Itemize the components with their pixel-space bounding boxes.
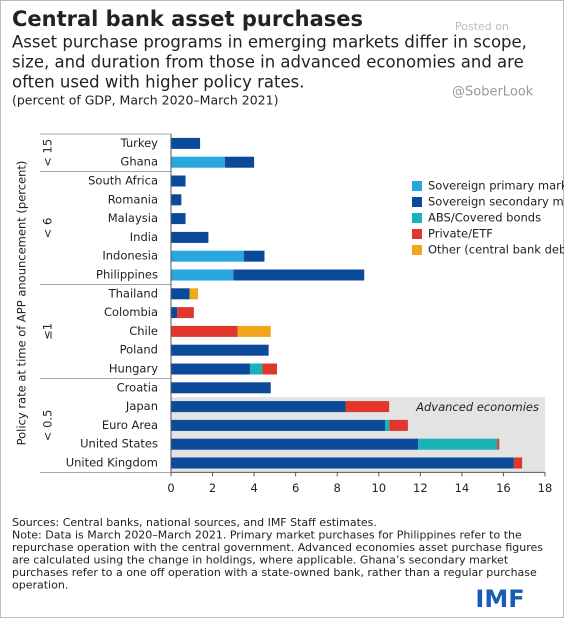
group-label: < 6 <box>41 218 55 239</box>
note: Note: Data is March 2020–March 2021. Pri… <box>12 529 522 542</box>
subtitle: size, and duration from those in advance… <box>12 53 524 72</box>
group-label: ≤1 <box>41 323 55 340</box>
bar-segment <box>171 325 238 337</box>
y-tick-label: India <box>130 230 158 244</box>
y-tick-label: Hungary <box>109 362 158 376</box>
x-tick-label: 18 <box>538 481 553 495</box>
bar-segment <box>171 457 514 469</box>
legend-swatch <box>412 213 422 223</box>
y-tick-label: Colombia <box>104 305 158 319</box>
subtitle: Asset purchase programs in emerging mark… <box>12 33 527 52</box>
y-tick-label: Euro Area <box>102 418 158 432</box>
y-tick-label: South Africa <box>88 174 158 188</box>
bar-segment <box>171 307 178 319</box>
bar-segment <box>233 269 365 281</box>
y-tick-label: Malaysia <box>108 211 158 225</box>
bar-segment <box>171 250 244 262</box>
x-tick-label: 0 <box>167 481 174 495</box>
unit: (percent of GDP, March 2020–March 2021) <box>12 93 278 108</box>
bar-segment <box>249 363 263 375</box>
bar-segment <box>171 288 190 300</box>
y-tick-label: Chile <box>129 324 158 338</box>
bar-segment <box>171 419 386 431</box>
bar-segment <box>171 213 186 225</box>
y-tick-label: United States <box>80 437 158 451</box>
legend-label: Sovereign secondary market <box>428 195 564 209</box>
y-tick-label: Indonesia <box>102 249 158 263</box>
watermark: Posted on <box>455 20 509 33</box>
x-tick-label: 2 <box>209 481 216 495</box>
bar-segment <box>171 438 419 450</box>
bar-segment <box>262 363 277 375</box>
x-tick-label: 16 <box>496 481 511 495</box>
bar-segment <box>171 401 346 413</box>
bar-segment <box>237 325 271 337</box>
bar-segment <box>171 382 271 394</box>
y-tick-label: Croatia <box>117 380 158 394</box>
y-axis-title: Policy rate at time of APP anouncement (… <box>15 161 29 446</box>
bar-segment <box>177 307 194 319</box>
bar-segment <box>513 457 523 469</box>
chart-title: Central bank asset purchases <box>12 7 363 31</box>
legend-swatch <box>412 245 422 255</box>
subtitle: often used with higher policy rates. <box>12 73 304 92</box>
legend-swatch <box>412 197 422 207</box>
x-tick-label: 8 <box>334 481 341 495</box>
legend-label: Sovereign primary market <box>428 179 564 193</box>
bar-segment <box>171 175 186 187</box>
x-tick-label: 4 <box>250 481 257 495</box>
group-label: < 0.5 <box>41 410 55 442</box>
legend-swatch <box>412 181 422 191</box>
legend-label: ABS/Covered bonds <box>428 211 541 225</box>
x-tick-label: 6 <box>292 481 299 495</box>
watermark: @SoberLook <box>452 85 534 100</box>
bar-segment <box>225 156 255 168</box>
y-tick-label: Thailand <box>108 286 158 300</box>
bar-segment <box>171 137 201 149</box>
x-tick-label: 12 <box>413 481 428 495</box>
logo: IMF <box>475 585 524 613</box>
x-tick-label: 14 <box>455 481 470 495</box>
x-tick-label: 10 <box>371 481 386 495</box>
bar-segment <box>171 231 209 243</box>
group-label: < 15 <box>41 139 55 167</box>
legend-swatch <box>412 229 422 239</box>
bar-segment <box>385 419 390 431</box>
bar-segment <box>243 250 265 262</box>
bar-segment <box>345 401 390 413</box>
y-tick-label: Philippines <box>96 268 158 282</box>
bar-segment <box>171 344 269 356</box>
bar-segment <box>189 288 199 300</box>
y-tick-label: Japan <box>125 399 158 413</box>
y-tick-label: Ghana <box>120 155 158 169</box>
bar-segment <box>171 194 182 206</box>
annotation: Advanced economies <box>415 400 539 414</box>
bar-segment <box>171 269 234 281</box>
bar-segment <box>171 363 250 375</box>
note: are calculated using the change in holdi… <box>12 554 509 567</box>
bar-segment <box>171 156 226 168</box>
y-tick-label: Poland <box>120 343 158 357</box>
note: purchases refer to a one off operation w… <box>12 566 537 579</box>
y-tick-label: United Kingdom <box>66 456 158 470</box>
note: operation. <box>12 579 68 592</box>
legend-label: Other (central bank debt) <box>428 243 564 257</box>
bar-segment <box>389 419 408 431</box>
note: repurchase operation with the central go… <box>12 541 543 554</box>
bar-segment <box>418 438 498 450</box>
y-tick-label: Romania <box>108 192 158 206</box>
legend-label: Private/ETF <box>428 227 493 241</box>
note: Sources: Central banks, national sources… <box>12 516 377 529</box>
bar-segment <box>497 438 500 450</box>
y-tick-label: Turkey <box>120 136 159 150</box>
